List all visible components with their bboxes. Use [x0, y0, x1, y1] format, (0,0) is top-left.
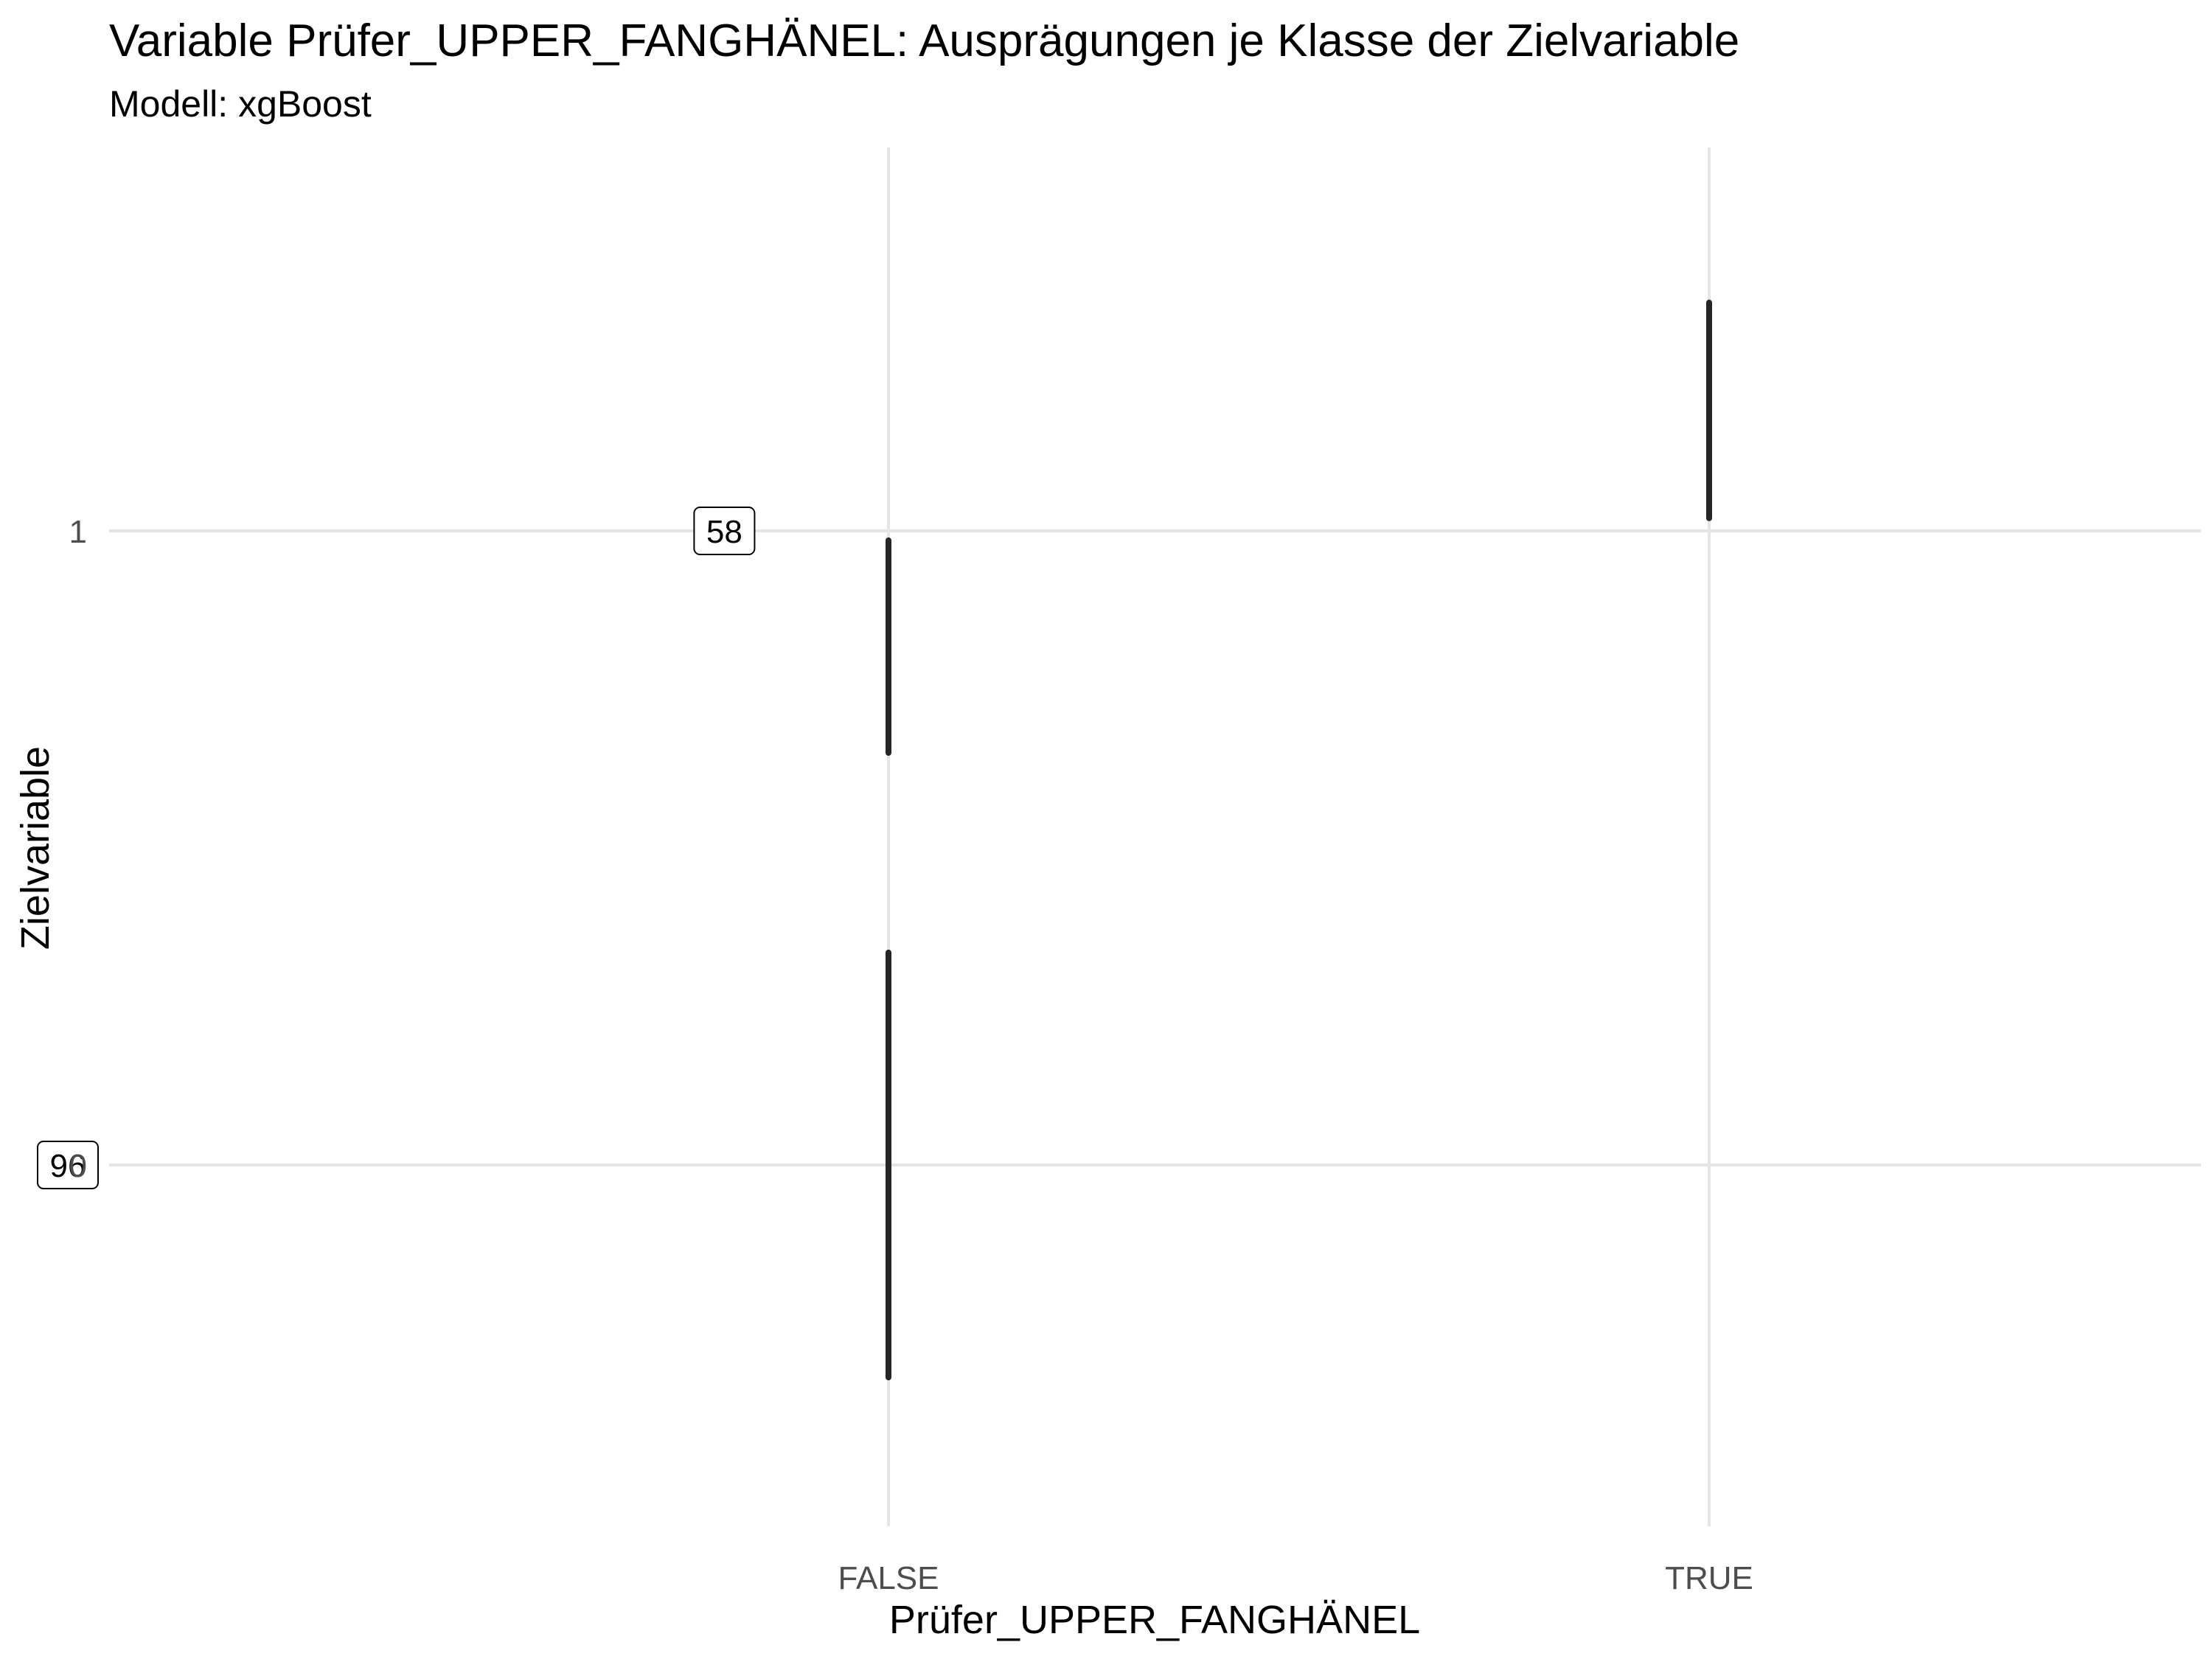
- count-label-text: 96: [50, 1148, 86, 1184]
- y-tick-label-1: 1: [69, 514, 87, 550]
- x-tick-label-true: TRUE: [1665, 1560, 1753, 1596]
- grid-layer: [109, 147, 2201, 1526]
- count-label: 96: [37, 1141, 99, 1189]
- count-label-box: [37, 1141, 99, 1189]
- count-labels: 96 58: [37, 507, 756, 1189]
- chart-title: Variable Prüfer_UPPER_FANGHÄNEL: Auspräg…: [109, 15, 1739, 66]
- count-label-box: [693, 507, 756, 555]
- x-tick-label-false: FALSE: [838, 1560, 939, 1596]
- y-tick-label-0: 0: [69, 1148, 87, 1184]
- count-label: 58: [693, 507, 756, 555]
- x-axis-title: Prüfer_UPPER_FANGHÄNEL: [889, 1598, 1420, 1642]
- chart-subtitle: Modell: xgBoost: [109, 83, 372, 125]
- y-axis-title: Zielvariable: [13, 746, 58, 950]
- count-label-text: 58: [706, 514, 742, 550]
- marks-layer: [886, 299, 1712, 1381]
- axes-layer: 0 1 FALSE TRUE: [69, 514, 1753, 1596]
